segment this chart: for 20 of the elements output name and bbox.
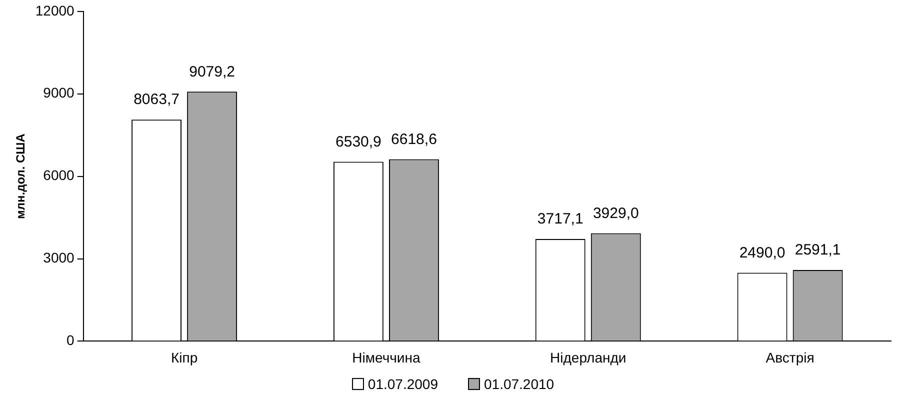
data-label: 6530,9 — [336, 133, 382, 150]
data-label: 2591,1 — [794, 242, 841, 259]
data-label: 8063,7 — [134, 91, 180, 108]
x-tick-label: Кіпр — [170, 349, 198, 366]
y-tick-label: 12000 — [35, 2, 75, 18]
y-axis-title: млн.дол. США — [14, 133, 28, 220]
x-tick-label: Німеччина — [352, 349, 420, 366]
text: 01.07.2009 — [368, 376, 438, 392]
data-label: 3929,0 — [592, 204, 639, 222]
legend-label: 01.07.2010 — [484, 376, 554, 392]
data-label: 2490,0 — [739, 244, 786, 262]
x-tick-label: Нідерланди — [550, 349, 626, 366]
data-label: 6618,6 — [391, 130, 437, 148]
y-tick-label: 3000 — [43, 250, 75, 266]
data-label: 3717,1 — [537, 210, 584, 228]
y-tick-label: 9000 — [43, 84, 75, 101]
y-tick-label: 0 — [66, 332, 75, 348]
x-tick-label: Австрія — [766, 349, 814, 366]
y-tick-label: 6000 — [43, 167, 75, 184]
data-label: 9079,2 — [189, 63, 235, 80]
